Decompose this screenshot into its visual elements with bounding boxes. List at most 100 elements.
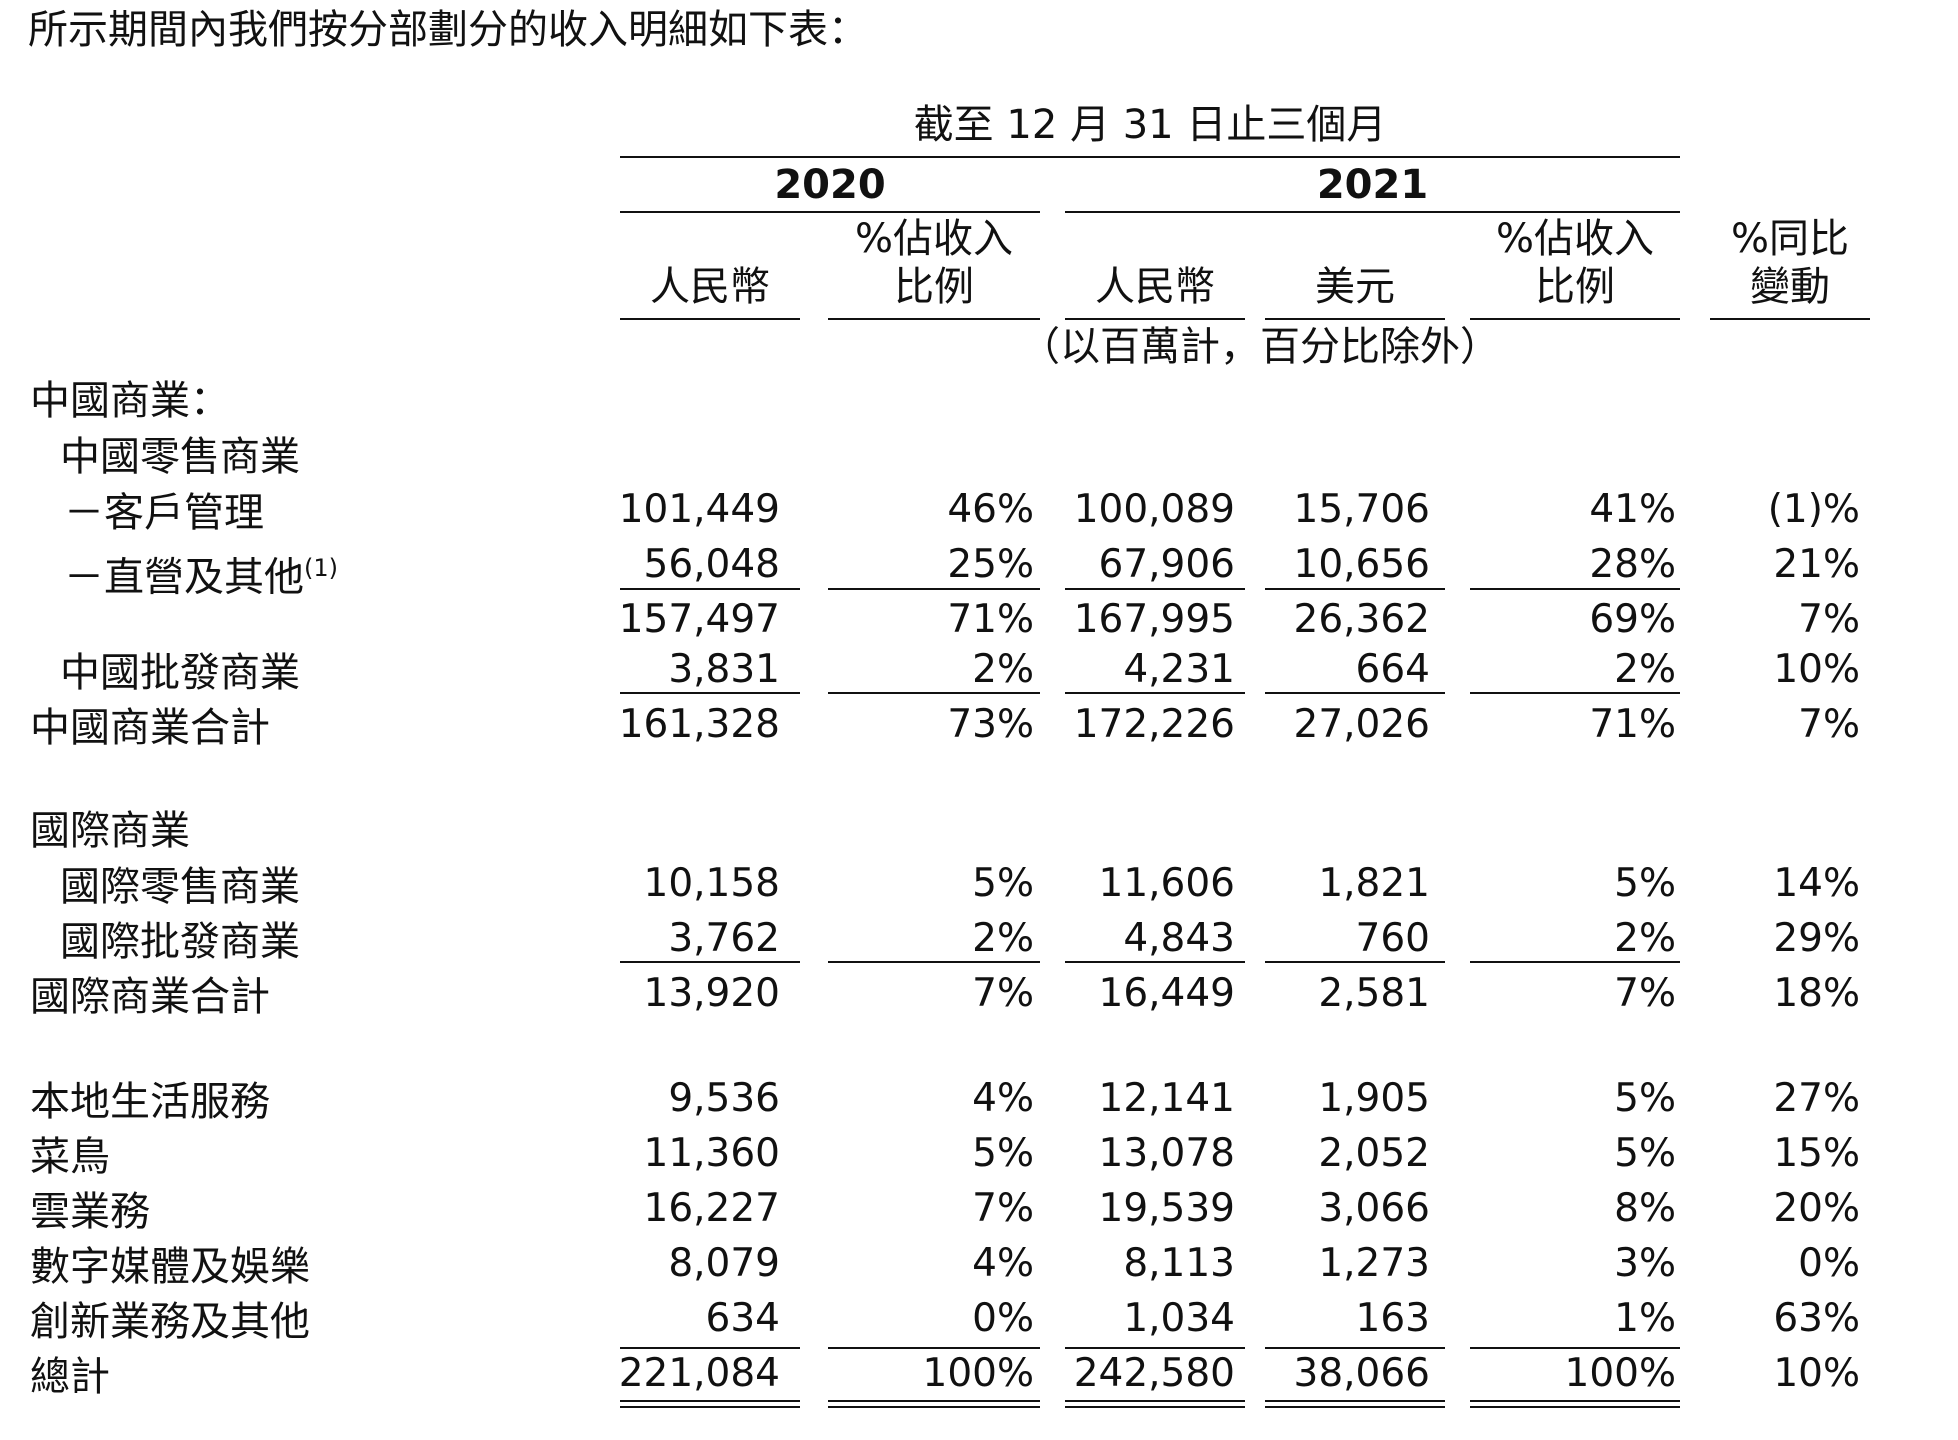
cell-rmb-2020: 13,920 — [643, 971, 780, 1016]
cell-pct-2021: 2% — [1614, 647, 1676, 692]
col-rule-4 — [1265, 318, 1445, 320]
cell-usd-2021: 1,273 — [1318, 1241, 1430, 1286]
col-rmb-2020: 人民幣 — [650, 264, 770, 310]
col-pct-2021-line1: %佔收入 — [1495, 216, 1654, 262]
cell-pct-2020: 2% — [972, 916, 1034, 961]
cell-pct-2021: 5% — [1614, 1076, 1676, 1121]
cell-yoy: 14% — [1773, 861, 1860, 906]
cell-yoy: 27% — [1773, 1076, 1860, 1121]
col-pct-2020-line2: 比例 — [894, 264, 974, 310]
cell-usd-2021: 27,026 — [1293, 702, 1430, 747]
unit-note: （以百萬計，百分比除外） — [1020, 324, 1500, 370]
cell-rmb-2021: 4,231 — [1123, 647, 1235, 692]
row-label: －客戶管理 — [64, 490, 264, 536]
cell-yoy: 15% — [1773, 1131, 1860, 1176]
total-rule — [1470, 961, 1680, 963]
row-label: 菜鳥 — [30, 1134, 110, 1180]
cell-pct-2020: 0% — [972, 1296, 1034, 1341]
cell-yoy: 10% — [1773, 1351, 1860, 1396]
row-label: 中國批發商業 — [60, 650, 300, 696]
subtotal-rule — [1065, 588, 1245, 590]
cell-rmb-2020: 8,079 — [668, 1241, 780, 1286]
col-rule-2 — [828, 318, 1040, 320]
total-rule — [1265, 692, 1445, 694]
cell-pct-2020: 4% — [972, 1241, 1034, 1286]
cell-pct-2021: 28% — [1589, 542, 1676, 587]
subtotal-rule — [620, 588, 800, 590]
cell-yoy: (1)% — [1767, 487, 1860, 532]
col-rule-1 — [620, 318, 800, 320]
cell-rmb-2021: 1,034 — [1123, 1296, 1235, 1341]
row-label-text: －直營及其他 — [64, 554, 304, 601]
total-rule — [828, 961, 1040, 963]
cell-pct-2020: 5% — [972, 861, 1034, 906]
grand-total-rule — [1470, 1347, 1680, 1349]
section-china-commerce: 中國商業： — [30, 378, 230, 424]
cell-rmb-2020: 3,762 — [668, 916, 780, 961]
cell-usd-2021: 163 — [1355, 1296, 1430, 1341]
total-rule — [1470, 692, 1680, 694]
row-label: 總計 — [30, 1354, 110, 1400]
col-rmb-2021: 人民幣 — [1095, 264, 1215, 310]
cell-pct-2020: 25% — [947, 542, 1034, 587]
double-underline — [1065, 1400, 1245, 1408]
col-usd-2021: 美元 — [1315, 264, 1395, 310]
cell-pct-2021: 71% — [1589, 702, 1676, 747]
cell-usd-2021: 664 — [1355, 647, 1430, 692]
year-2021: 2021 — [1316, 162, 1429, 208]
cell-rmb-2020: 221,084 — [618, 1351, 780, 1396]
intro-text: 所示期間內我們按分部劃分的收入明細如下表： — [28, 7, 868, 53]
cell-usd-2021: 26,362 — [1293, 597, 1430, 642]
cell-usd-2021: 1,905 — [1318, 1076, 1430, 1121]
cell-pct-2020: 2% — [972, 647, 1034, 692]
total-rule — [828, 692, 1040, 694]
cell-pct-2021: 100% — [1564, 1351, 1677, 1396]
cell-pct-2021: 41% — [1589, 487, 1676, 532]
cell-yoy: 21% — [1773, 542, 1860, 587]
cell-rmb-2020: 634 — [705, 1296, 780, 1341]
cell-yoy: 0% — [1798, 1241, 1860, 1286]
row-label: 中國商業合計 — [30, 705, 270, 751]
cell-usd-2021: 10,656 — [1293, 542, 1430, 587]
cell-usd-2021: 2,052 — [1318, 1131, 1430, 1176]
col-pct-2020-line1: %佔收入 — [854, 216, 1013, 262]
cell-pct-2021: 7% — [1614, 971, 1676, 1016]
cell-pct-2020: 4% — [972, 1076, 1034, 1121]
total-rule — [620, 961, 800, 963]
cell-usd-2021: 38,066 — [1293, 1351, 1430, 1396]
cell-rmb-2020: 9,536 — [668, 1076, 780, 1121]
cell-rmb-2020: 161,328 — [618, 702, 780, 747]
cell-pct-2020: 7% — [972, 1186, 1034, 1231]
row-label: 國際零售商業 — [60, 864, 300, 910]
row-label: 數字媒體及娛樂 — [30, 1244, 310, 1290]
total-rule — [620, 692, 800, 694]
cell-pct-2020: 73% — [947, 702, 1034, 747]
header-rule — [620, 156, 1680, 158]
footnote-marker: (1) — [304, 554, 338, 582]
double-underline — [620, 1400, 800, 1408]
cell-yoy: 7% — [1798, 702, 1860, 747]
year-2020: 2020 — [774, 162, 886, 208]
cell-rmb-2021: 13,078 — [1098, 1131, 1235, 1176]
subtotal-rule — [1470, 588, 1680, 590]
grand-total-rule — [620, 1347, 800, 1349]
double-underline — [1265, 1400, 1445, 1408]
cell-rmb-2021: 12,141 — [1098, 1076, 1235, 1121]
cell-rmb-2021: 4,843 — [1123, 916, 1235, 961]
row-label: 創新業務及其他 — [30, 1299, 310, 1345]
cell-usd-2021: 2,581 — [1318, 971, 1430, 1016]
total-rule — [1065, 961, 1245, 963]
grand-total-rule — [828, 1347, 1040, 1349]
subtotal-rule — [1265, 588, 1445, 590]
cell-rmb-2021: 16,449 — [1098, 971, 1235, 1016]
cell-rmb-2021: 167,995 — [1073, 597, 1235, 642]
section-china-retail: 中國零售商業 — [60, 434, 300, 480]
cell-pct-2021: 69% — [1589, 597, 1676, 642]
total-rule — [1065, 692, 1245, 694]
cell-yoy: 63% — [1773, 1296, 1860, 1341]
cell-pct-2020: 7% — [972, 971, 1034, 1016]
cell-rmb-2020: 10,158 — [643, 861, 780, 906]
cell-rmb-2020: 101,449 — [618, 487, 780, 532]
cell-usd-2021: 760 — [1355, 916, 1430, 961]
cell-yoy: 10% — [1773, 647, 1860, 692]
